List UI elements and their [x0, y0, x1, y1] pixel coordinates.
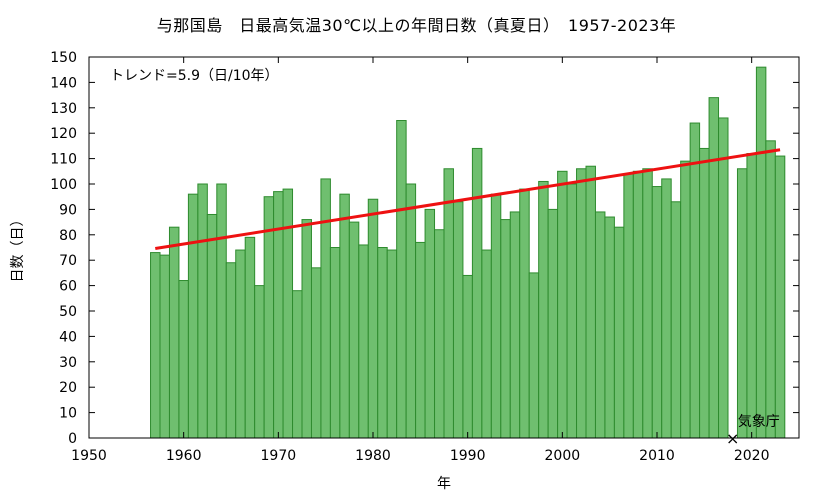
x-tick-label: 2000	[545, 448, 581, 464]
y-tick-label: 110	[50, 152, 77, 168]
y-tick-label: 120	[50, 126, 77, 142]
plot-frame	[88, 56, 800, 439]
x-tick-label: 1980	[355, 448, 391, 464]
y-tick-label: 0	[68, 431, 77, 447]
y-tick-label: 80	[59, 228, 77, 244]
bar	[263, 196, 275, 439]
bar	[396, 120, 407, 439]
bar	[642, 168, 653, 439]
bar	[774, 155, 786, 439]
y-tick-label: 20	[59, 380, 77, 396]
x-axis-label: 年	[437, 476, 451, 492]
bar	[519, 188, 530, 439]
bar	[320, 178, 331, 439]
x-tick-label: 1950	[71, 448, 107, 464]
bar	[509, 211, 521, 439]
bar	[708, 97, 720, 439]
missing-marker: ×	[726, 429, 739, 448]
bar	[699, 147, 710, 439]
y-tick-label: 130	[50, 101, 77, 117]
bar	[490, 193, 502, 439]
bar	[310, 267, 322, 439]
bar	[651, 186, 663, 439]
bar	[594, 211, 606, 439]
bar	[197, 183, 208, 439]
trend-line	[155, 148, 781, 250]
bar	[746, 153, 757, 439]
bar	[481, 249, 492, 439]
bar	[225, 262, 237, 439]
y-tick-label: 100	[50, 177, 77, 193]
bar	[292, 290, 303, 439]
x-tick-label: 1960	[166, 448, 202, 464]
bar	[500, 219, 511, 439]
y-tick-label: 10	[59, 406, 77, 422]
y-tick-label: 40	[59, 329, 77, 345]
bar	[623, 173, 634, 439]
bar	[528, 272, 540, 439]
bar	[187, 193, 199, 439]
bar	[661, 178, 672, 439]
bar	[471, 147, 483, 439]
y-tick-label: 150	[50, 50, 77, 66]
y-tick-label: 140	[50, 75, 77, 91]
x-tick-label: 2010	[639, 448, 675, 464]
y-axis-label: 日数（日）	[10, 213, 26, 283]
bar	[358, 244, 369, 439]
bar	[301, 219, 312, 439]
bar	[434, 229, 445, 439]
bar	[689, 122, 701, 439]
bar	[462, 274, 473, 439]
bar	[159, 254, 170, 439]
bar	[680, 160, 691, 439]
bar	[443, 168, 454, 439]
bar	[150, 252, 161, 439]
y-tick-label: 50	[59, 304, 77, 320]
source-label: 気象庁	[738, 414, 780, 430]
bar	[216, 183, 227, 439]
x-tick-label: 1970	[261, 448, 297, 464]
bar	[415, 241, 426, 439]
bar	[424, 208, 436, 439]
y-tick-label: 70	[59, 253, 77, 269]
chart-title: 与那国島 日最高気温30℃以上の年間日数（真夏日） 1957-2023年	[156, 16, 677, 35]
x-tick-label: 2020	[734, 448, 770, 464]
bar	[566, 183, 578, 439]
bar	[670, 201, 682, 439]
bar	[339, 193, 350, 439]
bar	[206, 213, 218, 439]
bar	[405, 183, 417, 439]
bar	[254, 285, 265, 439]
bar	[538, 180, 549, 439]
bar	[348, 221, 360, 439]
bar	[244, 236, 256, 439]
bar	[547, 208, 559, 439]
bar	[557, 170, 568, 439]
bar	[235, 249, 246, 439]
bar	[755, 66, 767, 439]
bar	[329, 247, 341, 439]
bar	[386, 249, 398, 439]
y-tick-label: 30	[59, 355, 77, 371]
bar	[613, 226, 625, 439]
bar	[168, 226, 180, 439]
bar	[632, 170, 644, 439]
x-tick-label: 1990	[450, 448, 486, 464]
bar	[377, 247, 388, 439]
bar	[736, 168, 748, 439]
bar	[367, 198, 379, 439]
bar	[178, 280, 189, 439]
bar	[765, 140, 776, 439]
bar	[718, 117, 729, 439]
trend-annotation: トレンド=5.9（日/10年）	[110, 68, 279, 84]
bar	[604, 216, 615, 439]
y-tick-label: 60	[59, 279, 77, 295]
bar	[576, 168, 587, 439]
bar	[452, 201, 464, 439]
y-tick-label: 90	[59, 202, 77, 218]
bar	[585, 165, 596, 439]
